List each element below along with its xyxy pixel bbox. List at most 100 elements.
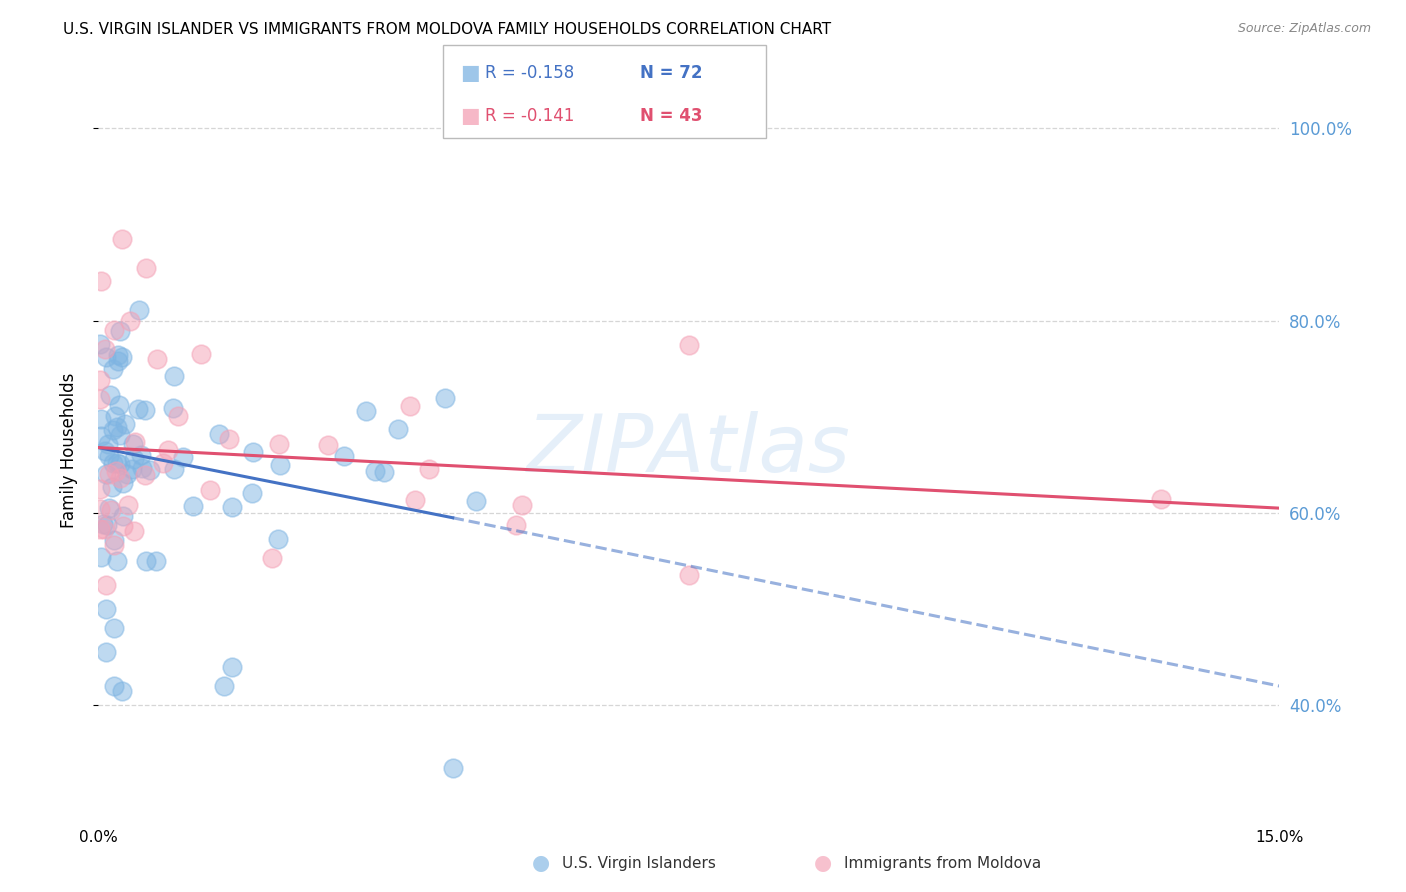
Point: [166, 409, 188, 423]
Text: R = -0.158: R = -0.158: [485, 64, 574, 82]
Point: [108, 457, 131, 471]
Point: [89, 482, 111, 496]
Point: [94, 350, 117, 364]
Point: [96, 518, 118, 533]
Point: [127, 401, 149, 416]
Point: [267, 437, 290, 451]
Point: [98, 387, 121, 401]
Point: [114, 417, 136, 432]
Point: [93, 522, 115, 536]
Point: [465, 494, 488, 508]
Point: [90, 412, 112, 426]
Point: [101, 423, 124, 437]
Point: [118, 313, 141, 327]
Point: [111, 350, 134, 364]
Point: [105, 419, 128, 434]
Text: ■: ■: [460, 106, 479, 126]
Point: [163, 462, 186, 476]
Point: [107, 456, 129, 470]
Point: [364, 463, 387, 477]
Text: R = -0.141: R = -0.141: [485, 107, 575, 125]
Text: N = 43: N = 43: [640, 107, 702, 125]
Point: [90, 428, 112, 442]
Point: [404, 493, 426, 508]
Point: [111, 683, 134, 698]
Point: [111, 476, 134, 491]
Point: [418, 462, 440, 476]
Point: [145, 351, 167, 366]
Point: [103, 679, 125, 693]
Point: [135, 260, 157, 275]
Point: [108, 398, 131, 412]
Point: [97, 437, 120, 451]
Point: [398, 400, 420, 414]
Point: [110, 471, 132, 485]
Point: [122, 436, 145, 450]
Point: [101, 480, 124, 494]
Point: [181, 499, 204, 513]
Point: [94, 342, 117, 356]
Point: [221, 660, 243, 674]
Y-axis label: Family Households: Family Households: [59, 373, 77, 528]
Point: [510, 499, 533, 513]
Text: ZIPAtlas: ZIPAtlas: [527, 411, 851, 490]
Point: [122, 524, 145, 539]
Point: [89, 522, 111, 536]
Point: [90, 274, 112, 288]
Point: [145, 554, 167, 568]
Point: [131, 461, 153, 475]
Point: [387, 421, 409, 435]
Point: [441, 761, 464, 775]
Point: [135, 554, 157, 568]
Point: [89, 373, 111, 387]
Point: [316, 438, 339, 452]
Point: [89, 392, 111, 407]
Point: [111, 519, 134, 533]
Point: [128, 303, 150, 318]
Point: [433, 391, 456, 405]
Point: [89, 502, 111, 516]
Point: [240, 486, 263, 500]
Point: [105, 554, 128, 568]
Point: [269, 458, 291, 472]
Text: N = 72: N = 72: [640, 64, 702, 82]
Point: [260, 551, 283, 566]
Point: [103, 533, 125, 548]
Point: [110, 427, 132, 442]
Text: ■: ■: [460, 63, 479, 83]
Point: [354, 403, 377, 417]
Point: [134, 402, 156, 417]
Point: [267, 532, 290, 546]
Point: [107, 348, 129, 362]
Point: [138, 463, 160, 477]
Point: [96, 602, 118, 616]
Point: [90, 550, 112, 565]
Point: [333, 449, 356, 463]
Point: [112, 509, 135, 524]
Point: [242, 445, 264, 459]
Point: [94, 467, 117, 481]
Point: [93, 444, 115, 458]
Point: [157, 443, 180, 458]
Point: [214, 679, 236, 693]
Text: ●: ●: [533, 854, 550, 873]
Point: [97, 501, 120, 516]
Point: [134, 468, 156, 483]
Point: [678, 337, 700, 351]
Point: [1150, 492, 1173, 507]
Point: [152, 456, 174, 470]
Point: [100, 503, 122, 517]
Point: [221, 500, 243, 514]
Point: [373, 465, 395, 479]
Point: [96, 645, 118, 659]
Point: [172, 450, 194, 464]
Point: [107, 353, 129, 368]
Point: [117, 498, 139, 512]
Point: [98, 450, 121, 464]
Point: [121, 462, 143, 476]
Point: [505, 517, 527, 532]
Text: ●: ●: [814, 854, 831, 873]
Point: [162, 401, 184, 416]
Point: [96, 578, 118, 592]
Point: [198, 483, 221, 497]
